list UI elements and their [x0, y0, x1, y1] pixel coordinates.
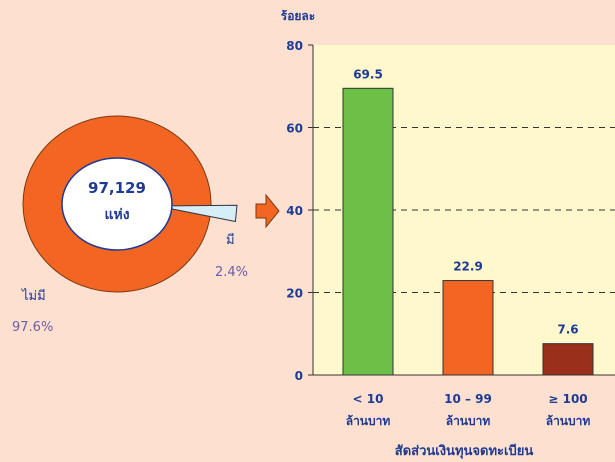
bar-value-label: 7.6: [557, 323, 578, 337]
x-tick-label-unit: ล้านบาท: [546, 414, 591, 428]
y-tick-label: 0: [295, 369, 303, 383]
y-tick-label: 20: [286, 287, 303, 301]
arrow-right-icon: [255, 193, 280, 229]
x-tick-label-unit: ล้านบาท: [346, 414, 391, 428]
bar: [442, 280, 494, 376]
bar-value-label: 69.5: [353, 67, 383, 81]
x-tick-label: < 10: [353, 392, 384, 406]
y-axis-label: ร้อยละ: [281, 9, 315, 23]
bar-value-label: 22.9: [453, 260, 483, 274]
bar: [342, 87, 394, 376]
x-tick-label-unit: ล้านบาท: [446, 414, 491, 428]
y-tick-label: 80: [286, 39, 303, 53]
pie-chart: 97,129 แห่ง มี 2.4% ไม่มี 97.6%: [12, 115, 248, 335]
x-axis-label: สัดส่วนเงินทุนจดทะเบียน: [395, 443, 534, 459]
pie-slice-yes: [156, 204, 238, 223]
bar: [542, 343, 594, 376]
x-tick-label: ≥ 100: [548, 392, 587, 406]
bar-chart: 0 20 40 60 80 69.5 22.9 7.6 < 10 ล้านบาท 10 – 99…: [281, 9, 615, 459]
x-tick-label: 10 – 99: [444, 392, 492, 406]
pie-center: [61, 157, 173, 251]
pie-pct-yes: 2.4%: [215, 265, 248, 280]
pie-label-none: ไม่มี: [21, 288, 46, 304]
y-tick-label: 40: [286, 204, 303, 218]
y-tick-label: 60: [286, 122, 303, 136]
pie-label-yes: มี: [226, 232, 235, 248]
pie-center-unit: แห่ง: [104, 207, 129, 223]
pie-pct-none: 97.6%: [12, 320, 53, 335]
pie-center-value: 97,129: [88, 179, 146, 197]
